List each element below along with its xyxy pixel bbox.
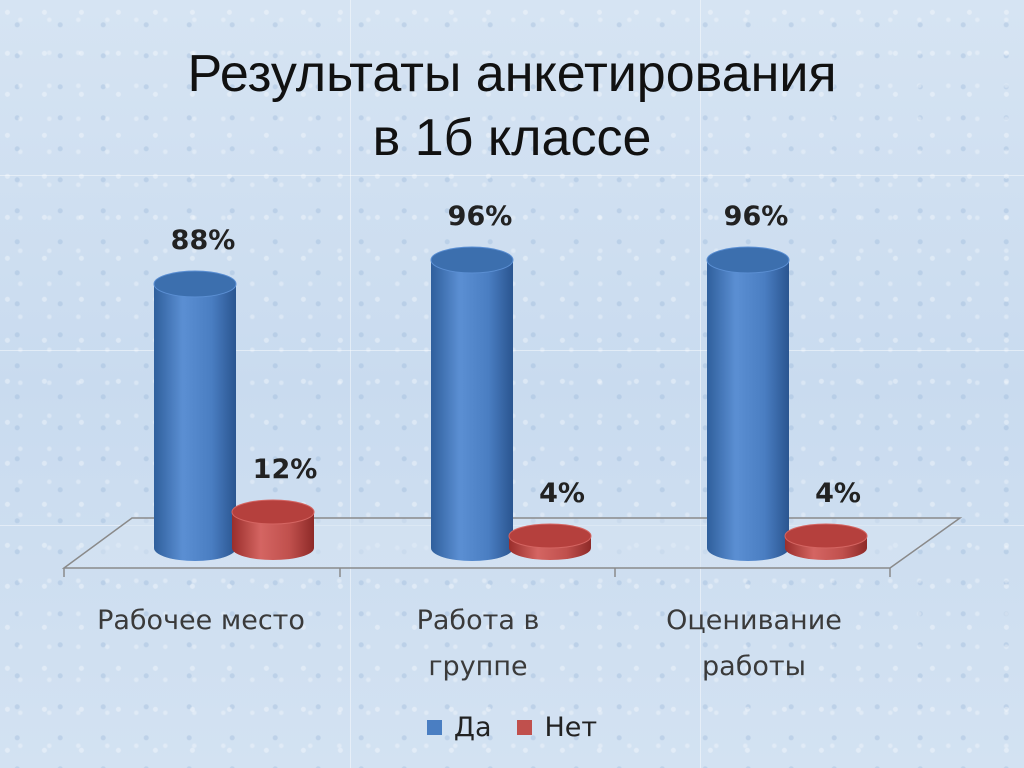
bar-body (431, 260, 513, 561)
slide-title: Результаты анкетирования в 1б классе (0, 42, 1024, 170)
bar-top (508, 523, 592, 549)
legend-swatch-yes (426, 720, 442, 735)
category-label-line: работы (702, 651, 806, 682)
data-label-yes-1: 96% (447, 201, 513, 232)
tile-seam (700, 0, 701, 768)
bar-yes-2 (706, 246, 790, 561)
legend-swatch-no (517, 720, 533, 735)
slide-title-line1: Результаты анкетирования (187, 45, 837, 103)
slide-title-line2: в 1б классе (372, 109, 652, 167)
data-label-no-1: 4% (539, 478, 585, 509)
data-label-no-0: 12% (252, 454, 318, 485)
category-label-line: Рабочее место (97, 605, 305, 636)
tile-seam (0, 175, 1024, 176)
chart-legend: Да Нет (0, 712, 1024, 743)
bar-top (706, 246, 790, 274)
category-label-1: Работа в группе (348, 598, 608, 690)
data-label-yes-0: 88% (170, 225, 236, 256)
category-label-2: Оценивание работы (624, 598, 884, 690)
data-label-no-2: 4% (815, 478, 861, 509)
bar-top (784, 523, 868, 549)
legend-label-no: Нет (544, 712, 598, 743)
bar-body (232, 512, 314, 560)
category-label-line: Работа в (416, 605, 540, 636)
legend-item-yes: Да (426, 712, 492, 743)
tile-seam (350, 0, 351, 768)
category-label-line: Оценивание (666, 605, 842, 636)
bar-no-1 (508, 523, 592, 560)
bar-top (231, 499, 315, 525)
bar-top (430, 246, 514, 274)
bar-top (153, 270, 237, 298)
category-label-0: Рабочее место (71, 598, 331, 644)
bar-yes-1 (430, 246, 514, 561)
bar-no-2 (784, 523, 868, 560)
legend-label-yes: Да (453, 712, 492, 743)
bar-body (154, 284, 236, 561)
bar-yes-0 (153, 270, 237, 561)
bar-body (707, 260, 789, 561)
data-label-yes-2: 96% (723, 201, 789, 232)
legend-item-no: Нет (517, 712, 597, 743)
category-label-line: группе (428, 651, 528, 682)
bar-no-0 (231, 499, 315, 560)
